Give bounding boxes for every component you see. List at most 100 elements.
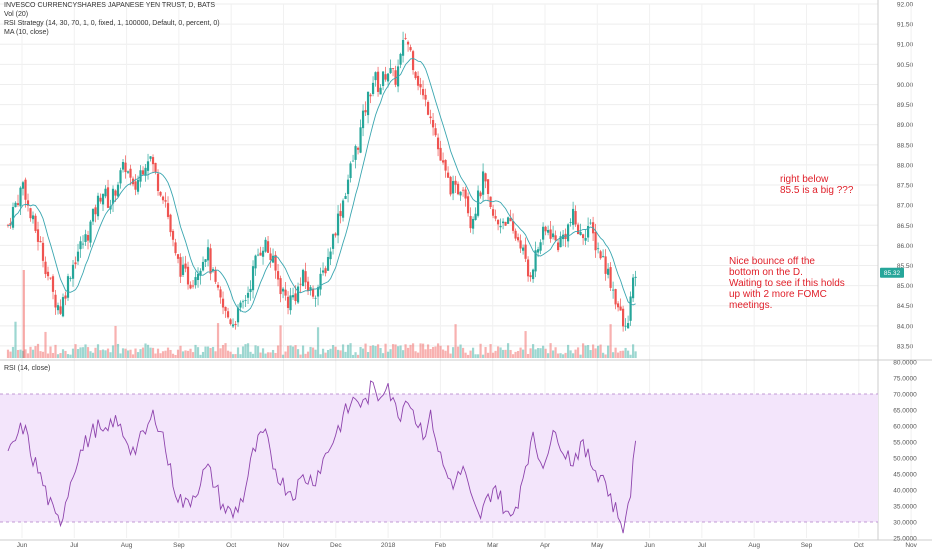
candle-body <box>259 252 262 256</box>
candle-body <box>599 251 602 259</box>
volume-bar <box>439 345 442 358</box>
volume-bar <box>214 351 217 358</box>
rsi-tick-label: 60.0000 <box>893 424 917 431</box>
volume-bar <box>616 352 620 358</box>
candle-body <box>556 242 560 251</box>
volume-bar <box>339 350 342 358</box>
volume-bar <box>66 354 70 358</box>
candle-body <box>329 251 332 260</box>
volume-bar <box>441 349 445 358</box>
rsi-tick-label: 35.0000 <box>893 504 917 511</box>
volume-bar <box>19 349 22 358</box>
candle-body <box>469 216 472 229</box>
volume-bar <box>131 354 135 358</box>
candle-body <box>316 287 320 297</box>
volume-bar <box>279 325 282 358</box>
candle-body <box>421 89 425 96</box>
candle-body <box>621 308 625 327</box>
volume-bar <box>336 349 340 358</box>
candle-body <box>464 189 467 199</box>
candle-body <box>134 181 137 190</box>
volume-bar <box>416 352 420 358</box>
volume-bar <box>49 346 52 358</box>
volume-bar <box>604 354 607 358</box>
volume-bar <box>116 343 120 358</box>
candle-body <box>614 289 617 305</box>
volume-bar <box>351 354 355 358</box>
candle-body <box>479 192 482 197</box>
volume-bar <box>61 349 65 358</box>
month-tick-label: Nov <box>278 542 290 549</box>
candle-body <box>471 218 475 229</box>
volume-bar <box>369 345 372 358</box>
candle-body <box>219 289 222 298</box>
volume-bar <box>481 354 485 358</box>
volume-bar <box>101 349 105 358</box>
candle-body <box>616 303 620 308</box>
candle-body <box>414 72 417 79</box>
volume-bar <box>329 348 332 358</box>
volume-bar <box>76 349 80 358</box>
volume-bar <box>456 346 460 358</box>
volume-bar <box>141 347 145 358</box>
candle-body <box>161 196 165 201</box>
volume-bar <box>311 347 315 358</box>
candle-body <box>154 162 157 173</box>
price-tick-label: 90.50 <box>897 62 914 69</box>
candle-body <box>424 94 427 100</box>
candle-body <box>61 297 65 317</box>
candle-body <box>16 203 20 206</box>
volume-bar <box>479 343 482 358</box>
candle-body <box>64 295 67 299</box>
volume-bar <box>41 351 45 358</box>
candle-body <box>264 239 267 252</box>
annotation-note-1[interactable]: right below 85.5 is a big ??? <box>780 174 854 196</box>
candle-body <box>299 283 302 285</box>
volume-bar <box>406 347 410 358</box>
candle-body <box>101 193 105 205</box>
volume-bar <box>326 349 330 358</box>
candle-body <box>439 147 442 161</box>
candle-body <box>581 234 585 239</box>
candle-body <box>389 67 392 74</box>
volume-bar <box>346 344 350 358</box>
candle-body <box>254 255 257 269</box>
volume-bar <box>306 351 310 358</box>
volume-bar <box>104 350 107 358</box>
candle-body <box>266 241 270 253</box>
volume-bar <box>121 348 125 358</box>
volume-bar <box>361 348 365 358</box>
annotation-note-2[interactable]: Nice bounce off the bottom on the D. Wai… <box>729 256 845 311</box>
volume-bar <box>309 346 312 358</box>
ma-legend[interactable]: MA (10, close) <box>4 29 49 36</box>
candle-body <box>261 250 265 257</box>
volume-bar <box>364 343 367 358</box>
candle-body <box>474 213 477 220</box>
volume-bar <box>549 343 552 358</box>
rsi-legend[interactable]: RSI (14, close) <box>4 365 51 372</box>
volume-bar <box>534 349 537 358</box>
volume-bar <box>391 344 395 358</box>
candle-body <box>69 278 72 279</box>
candle-body <box>24 179 27 200</box>
candle-body <box>569 222 572 223</box>
candle-body <box>271 255 275 263</box>
volume-bar <box>266 352 270 358</box>
price-tick-label: 85.50 <box>897 263 914 270</box>
candle-body <box>436 137 440 150</box>
candle-body <box>491 209 495 216</box>
price-tick-label: 86.50 <box>897 223 914 230</box>
volume-bar <box>91 352 95 358</box>
candle-body <box>14 202 17 208</box>
volume-bar <box>304 353 307 358</box>
volume-bar <box>399 345 402 358</box>
volume-bar <box>614 347 617 358</box>
candle-body <box>554 235 557 241</box>
volume-bar <box>476 354 480 358</box>
candle-body <box>96 195 100 217</box>
candle-body <box>611 289 615 291</box>
volume-bar <box>546 353 550 358</box>
strategy-legend[interactable]: RSI Strategy (14, 30, 70, 1, 0, fixed, 1… <box>4 20 220 27</box>
volume-legend[interactable]: Vol (20) <box>4 11 29 18</box>
